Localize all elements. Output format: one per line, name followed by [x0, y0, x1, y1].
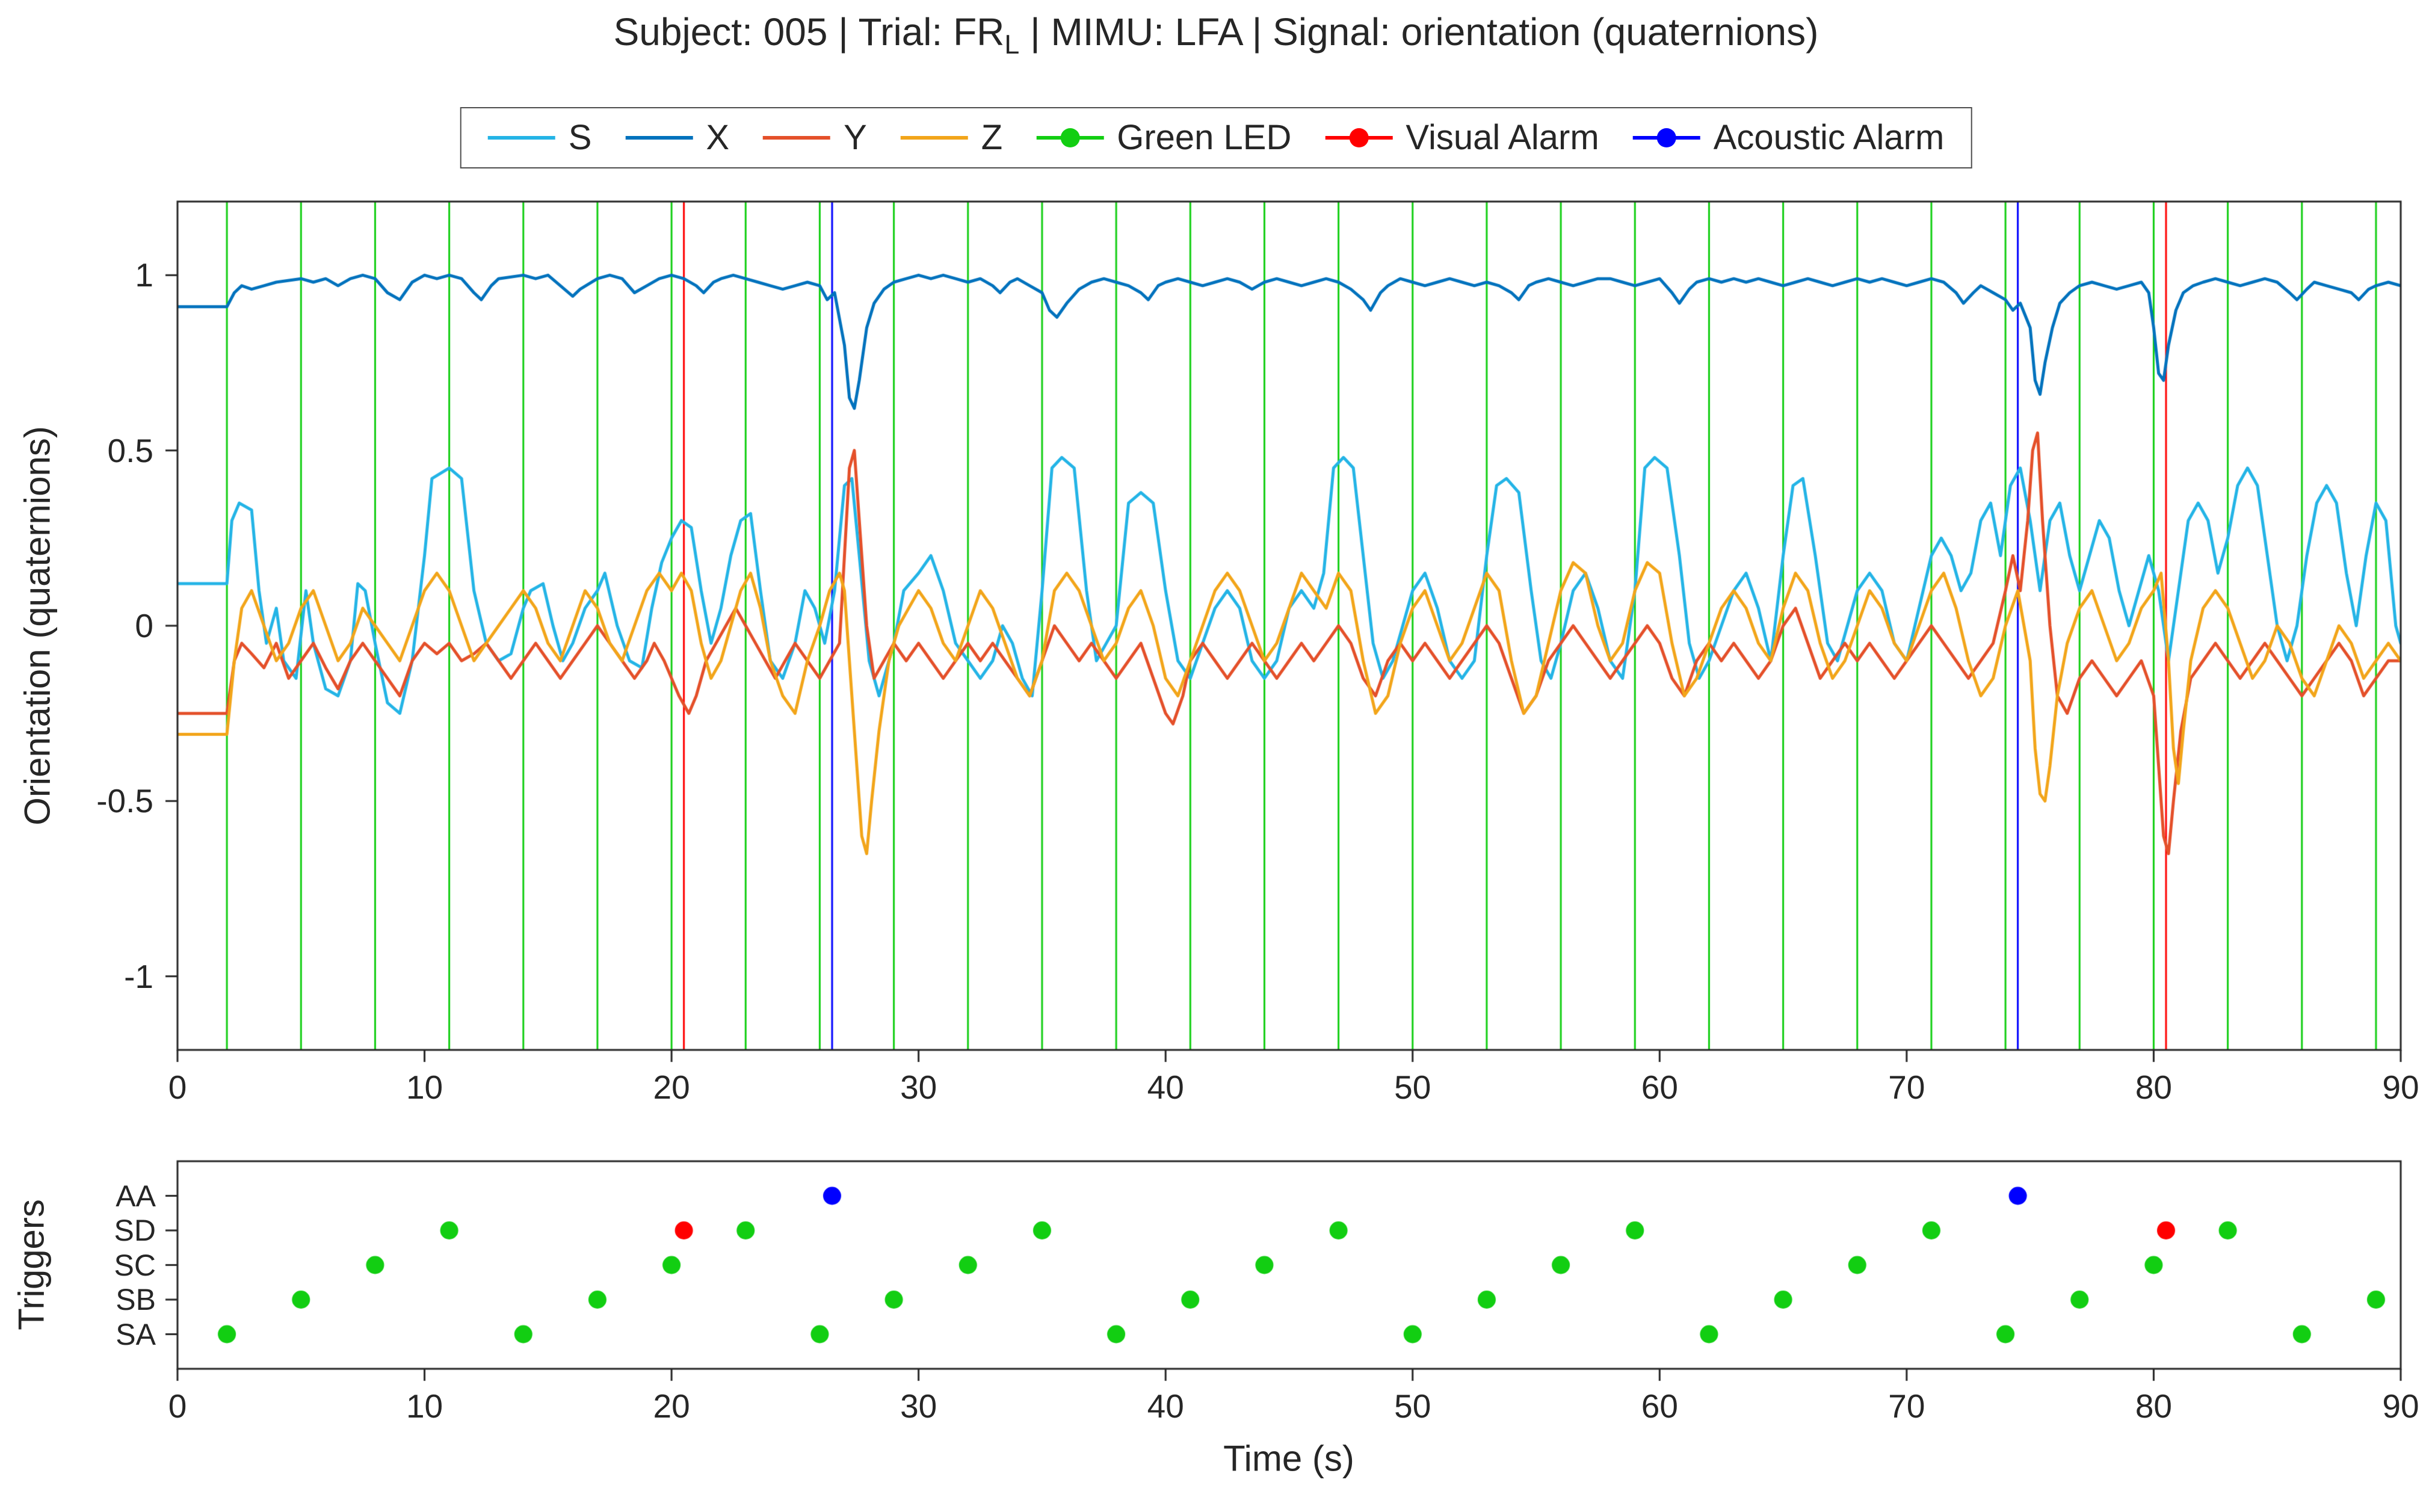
trigger-y-axis-label: Triggers — [11, 1199, 52, 1330]
main-y-axis-label: Orientation (quaternions) — [17, 426, 58, 825]
x-axis-label: Time (s) — [1223, 1438, 1354, 1479]
